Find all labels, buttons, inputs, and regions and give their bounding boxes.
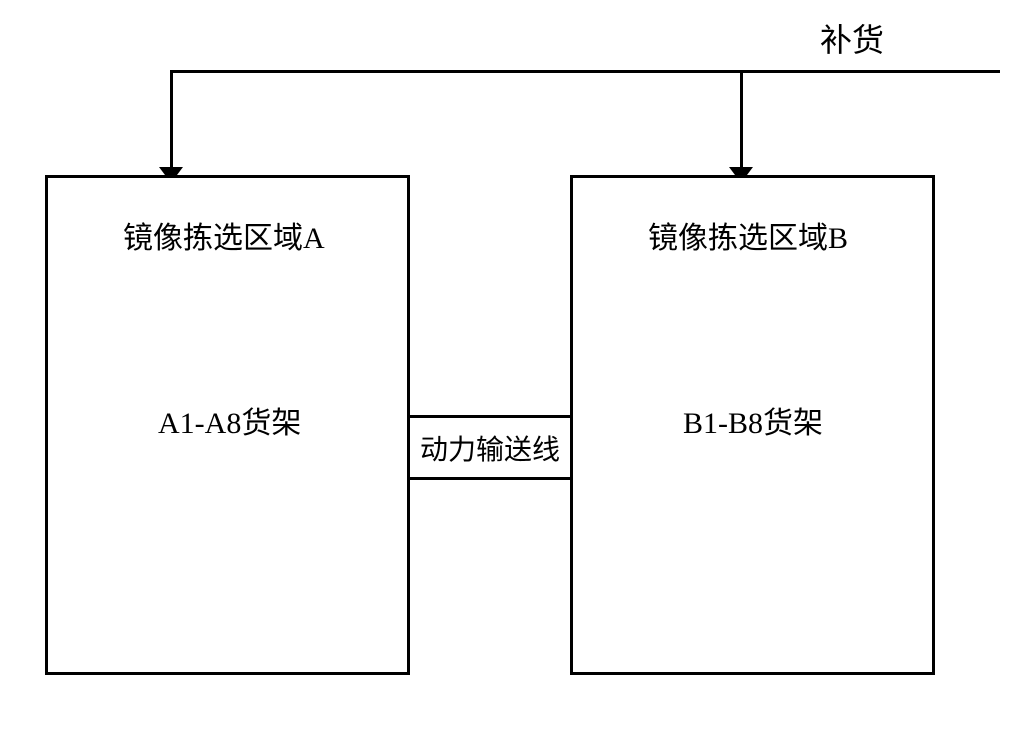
conveyor-connector: 动力输送线: [410, 415, 570, 480]
box-a-subtitle: A1-A8货架: [158, 398, 301, 442]
right-vertical-line: [740, 70, 743, 170]
conveyor-label: 动力输送线: [420, 428, 560, 468]
box-b-title: 镜像拣选区域B: [648, 213, 848, 257]
picking-area-b-box: 镜像拣选区域B B1-B8货架: [570, 175, 935, 675]
box-b-subtitle: B1-B8货架: [683, 398, 823, 442]
top-horizontal-line: [170, 70, 1000, 73]
picking-area-a-box: 镜像拣选区域A A1-A8货架: [45, 175, 410, 675]
replenish-label: 补货: [820, 15, 884, 61]
left-vertical-line: [170, 70, 173, 170]
box-a-title: 镜像拣选区域A: [123, 213, 325, 257]
